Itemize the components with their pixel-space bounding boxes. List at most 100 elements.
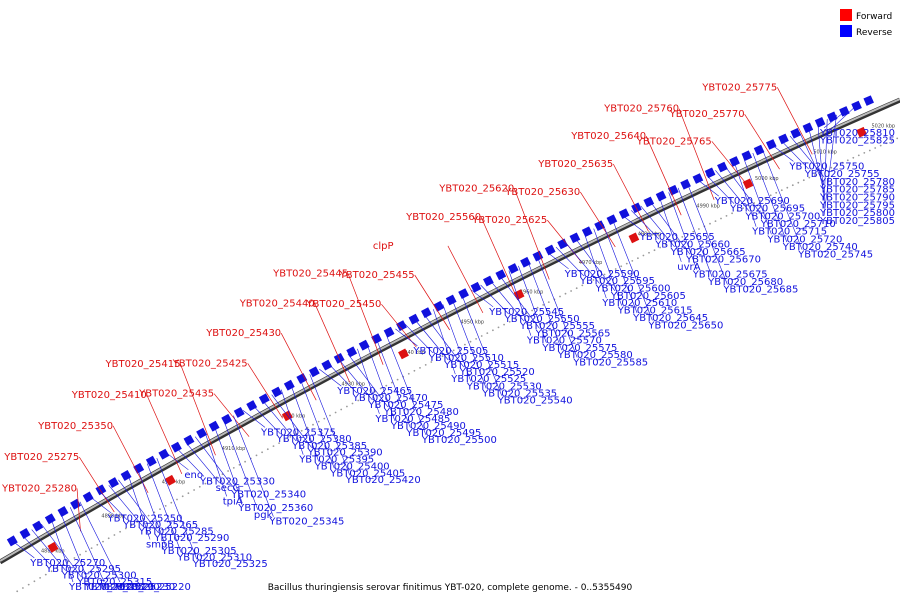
reverse-gene [581, 226, 593, 238]
guide-dot [547, 301, 550, 303]
guide-dot [357, 399, 360, 402]
guide-dot [675, 238, 678, 241]
guide-dot [575, 287, 578, 290]
guide-dot [73, 557, 76, 559]
reverse-leader-line [309, 374, 351, 476]
guide-dot [300, 429, 303, 432]
forward-gene-label: YBT020_25350 [37, 421, 113, 432]
reverse-gene [170, 441, 182, 453]
guide-dot [586, 281, 589, 284]
guide-dot [725, 215, 728, 217]
reverse-leader-line [461, 294, 502, 396]
scale-tick-label: 4970 kbp [579, 260, 603, 266]
guide-dot [525, 312, 528, 315]
guide-dot [637, 257, 639, 260]
guide-dot [374, 390, 376, 393]
guide-dot [334, 411, 337, 414]
reverse-gene-label: YBT020_25525 [450, 374, 526, 385]
reverse-gene [470, 281, 482, 293]
reverse-gene-label: YBT020_25715 [751, 227, 827, 238]
guide-dot [317, 420, 320, 423]
guide-dot [896, 137, 899, 140]
guide-dot [791, 184, 794, 187]
reverse-gene-label: YBT020_25655 [639, 232, 715, 243]
guide-dot [283, 439, 286, 441]
guide-dot [581, 284, 584, 287]
reverse-leader-line [156, 457, 198, 560]
guide-dot [147, 514, 150, 517]
guide-dot [215, 476, 218, 479]
guide-dot [852, 156, 855, 159]
guide-dot [631, 260, 634, 262]
reverse-gene-label: YBT020_25535 [481, 388, 557, 399]
guide-dot [391, 381, 393, 384]
reverse-leader-line [555, 246, 585, 277]
forward-leader-line [776, 87, 813, 155]
guide-dot [492, 329, 494, 332]
forward-leader-line [580, 191, 616, 248]
guide-dot [625, 262, 628, 265]
reverse-leader-line [823, 106, 856, 136]
reverse-gene [246, 400, 258, 412]
forward-gene-label: YBT020_25765 [636, 136, 712, 147]
reverse-gene [594, 220, 605, 232]
reverse-gene-label: YBT020_25520 [459, 367, 535, 378]
reverse-gene [507, 263, 519, 274]
guide-dot [261, 451, 263, 454]
reverse-gene-label: YBT020_25595 [579, 276, 655, 287]
guide-dot [407, 372, 410, 375]
reverse-gene [6, 535, 18, 547]
reverse-gene-label: YBT020_25290 [153, 533, 229, 544]
reverse-gene-label: YBT020_25615 [617, 306, 693, 317]
guide-dot [204, 482, 207, 485]
guide-dot [56, 567, 59, 569]
reverse-gene-label: YBT020_25490 [390, 421, 466, 432]
scale-tick-label: 4890 kbp [101, 514, 125, 520]
forward-gene-label: YBT020_25640 [570, 131, 646, 142]
reverse-gene [183, 434, 195, 446]
reverse-leader-line [118, 479, 159, 533]
reverse-gene [296, 373, 308, 384]
guide-dot [879, 144, 882, 147]
guide-dot [514, 318, 517, 320]
reverse-leader-line [668, 192, 697, 270]
reverse-gene [95, 484, 107, 496]
forward-gene-label: YBT020_25770 [669, 109, 745, 120]
guide-dot [835, 164, 838, 167]
reverse-gene-label: YBT020_25800 [819, 208, 895, 219]
reverse-gene-label: YBT020_25405 [329, 468, 405, 479]
guide-dot [22, 587, 24, 589]
reverse-gene [108, 477, 119, 489]
guide-dot [340, 408, 343, 411]
guide-dot [480, 335, 483, 337]
legend-label: Reverse [856, 28, 893, 38]
forward-gene [165, 474, 176, 486]
forward-gene-label: YBT020_25280 [1, 483, 77, 494]
forward-gene-label: YBT020_25630 [504, 187, 580, 198]
reverse-gene [544, 244, 556, 256]
reverse-gene-label: YBT020_25675 [692, 269, 768, 280]
reverse-leader-line [771, 144, 794, 162]
reverse-gene [643, 196, 655, 208]
reverse-gene-label: YBT020_25495 [405, 428, 481, 439]
reverse-leader-line [752, 152, 788, 243]
legend-swatch [840, 9, 852, 21]
scale-tick-label: 5010 kbp [813, 150, 837, 156]
reverse-leader-line [69, 507, 105, 583]
guide-dot [419, 367, 421, 369]
reverse-gene [120, 470, 132, 481]
guide-dot [786, 186, 789, 189]
guide-dot [802, 179, 805, 182]
reverse-gene [458, 288, 469, 299]
guide-dot [441, 355, 444, 358]
reverse-gene-label: YBT020_25305 [161, 546, 237, 557]
reverse-gene-label: YBT020_25340 [230, 490, 306, 501]
guide-dot [362, 396, 365, 399]
guide-dot [531, 309, 533, 312]
forward-leader-line [79, 456, 115, 513]
forward-gene-label: YBT020_25410 [71, 390, 147, 401]
reverse-leader-line [127, 474, 151, 540]
reverse-gene-label: YBT020_25465 [336, 386, 412, 397]
reverse-gene [133, 462, 145, 474]
reverse-leader-line [280, 389, 304, 455]
